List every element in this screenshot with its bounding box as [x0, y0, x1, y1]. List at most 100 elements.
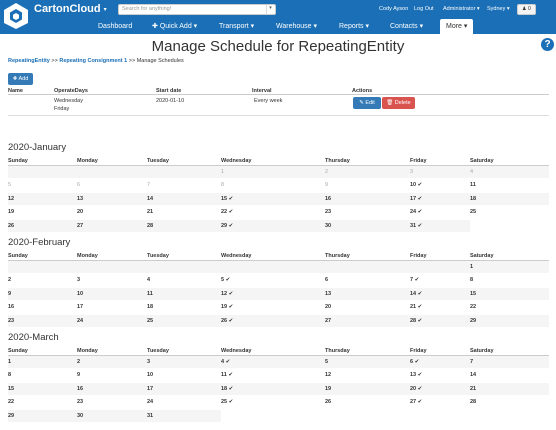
calendar-day: 18 [470, 195, 477, 202]
role-dropdown[interactable]: Administrator ▾ [443, 6, 480, 12]
calendar-header-divider [8, 165, 549, 166]
scheduled-check-icon: ✔ [224, 277, 231, 284]
search-input[interactable]: Search for anything! ▾ [118, 4, 276, 15]
calendar-day: 2 [77, 359, 81, 365]
weekday-header: Wednesday [221, 158, 252, 164]
scheduled-check-icon: ✔ [226, 372, 233, 379]
logout-link[interactable]: Log Out [414, 6, 434, 12]
calendar-day: 1 [8, 359, 12, 365]
calendar-day: 6 ✔ [410, 359, 420, 365]
nav-more[interactable]: More ▾ [440, 19, 474, 34]
calendar-day: 7 [147, 182, 151, 189]
calendar-day: 26 [8, 222, 15, 229]
calendar-day: 4 [147, 277, 151, 284]
help-icon[interactable]: ? [541, 38, 554, 51]
breadcrumb-entity[interactable]: RepeatingEntity [8, 58, 50, 64]
calendar-day: 1 [470, 264, 474, 270]
scheduled-check-icon: ✔ [416, 209, 423, 216]
calendar-day: 10 [77, 290, 84, 297]
calendar-day: 21 ✔ [410, 304, 423, 311]
user-name-link[interactable]: Cody Ayson [379, 6, 409, 12]
calendar-day: 10 [147, 372, 154, 379]
calendar-day: 23 [325, 209, 332, 216]
nav-transport[interactable]: Transport ▾ [219, 23, 255, 30]
calendar-day: 30 [325, 222, 332, 229]
weekday-header: Tuesday [147, 253, 169, 259]
weekday-header: Sunday [8, 348, 28, 354]
month-title: 2020-February [8, 237, 71, 248]
page-title: Manage Schedule for RepeatingEntity [151, 38, 405, 55]
table-row-divider [8, 115, 549, 116]
calendar-day: 27 [325, 317, 332, 324]
trash-icon: 🗑 [386, 100, 394, 106]
breadcrumb-consignment[interactable]: Repeating Consignment 1 [59, 58, 128, 64]
calendar-day: 26 [325, 399, 332, 406]
cartoncloud-logo-icon[interactable] [3, 2, 29, 30]
location-dropdown[interactable]: Sydney ▾ [487, 6, 510, 12]
calendar-day: 24 ✔ [410, 209, 423, 216]
calendar-week-stripe [8, 314, 549, 327]
month-title: 2020-January [8, 142, 67, 153]
calendar-day: 15 [470, 290, 477, 297]
breadcrumb: RepeatingEntity >> Repeating Consignment… [8, 58, 184, 64]
calendar-day: 24 [147, 399, 154, 406]
calendar-day: 25 [470, 209, 477, 216]
weekday-header: Tuesday [147, 348, 169, 354]
search-dropdown-icon[interactable]: ▾ [266, 5, 274, 14]
calendar-day: 3 [410, 169, 414, 175]
brand-name[interactable]: CartonCloud ▾ [34, 3, 107, 15]
calendar-day: 29 [8, 412, 15, 419]
calendar-day: 30 [77, 412, 84, 419]
calendar-week-stripe [8, 166, 549, 178]
nav-warehouse[interactable]: Warehouse ▾ [276, 23, 318, 30]
calendar-day: 4 [470, 169, 474, 175]
scheduled-check-icon: ✔ [416, 317, 423, 324]
add-button[interactable]: ✚ Add [8, 73, 33, 85]
calendar-day: 4 ✔ [221, 359, 231, 365]
delete-button[interactable]: 🗑 Delete [382, 97, 415, 109]
calendar-day: 29 ✔ [221, 222, 234, 229]
calendar-day: 18 ✔ [221, 385, 234, 392]
calendar-week-stripe [8, 409, 221, 422]
scheduled-check-icon: ✔ [227, 209, 234, 216]
calendar-day: 23 [8, 317, 15, 324]
weekday-header: Thursday [325, 158, 350, 164]
edit-button[interactable]: ✎ Edit [353, 97, 381, 109]
calendar-day: 5 [325, 359, 329, 365]
calendar-day: 20 [77, 209, 84, 216]
calendar-day: 7 [470, 359, 474, 365]
weekday-header: Saturday [470, 158, 494, 164]
weekday-header: Saturday [470, 253, 494, 259]
calendar-day: 3 [147, 359, 151, 365]
calendar-day: 24 [77, 317, 84, 324]
calendar-week-stripe [8, 287, 549, 300]
scheduled-check-icon: ✔ [416, 372, 423, 379]
calendar-day: 6 [77, 182, 81, 189]
nav-quick-add[interactable]: ✚ Quick Add ▾ [152, 23, 198, 30]
calendar-day: 22 [470, 304, 477, 311]
nav-reports[interactable]: Reports ▾ [339, 23, 369, 30]
calendar-day: 8 [8, 372, 12, 379]
nav-dashboard[interactable]: Dashboard [98, 23, 133, 30]
calendar-day: 12 ✔ [221, 290, 234, 297]
calendar-day: 5 [8, 182, 12, 189]
scheduled-check-icon: ✔ [227, 385, 234, 392]
calendar-day: 12 [8, 195, 15, 202]
calendar-day: 21 [470, 385, 477, 392]
calendar-day: 8 [221, 182, 225, 189]
calendar-day: 23 [77, 399, 84, 406]
calendar-day: 19 ✔ [221, 304, 234, 311]
calendar-day: 25 [147, 317, 154, 324]
col-name: Name [8, 88, 23, 94]
notification-button[interactable]: ♟ 0 [517, 4, 536, 15]
scheduled-check-icon: ✔ [227, 399, 234, 406]
calendar-day: 14 [147, 195, 154, 202]
scheduled-check-icon: ✔ [416, 222, 423, 229]
scheduled-check-icon: ✔ [227, 317, 234, 324]
calendar-day: 16 [8, 304, 15, 311]
operate-day: Friday [54, 106, 70, 112]
nav-contacts[interactable]: Contacts ▾ [390, 23, 424, 30]
calendar-day: 7 ✔ [410, 277, 420, 284]
weekday-header: Friday [410, 348, 427, 354]
calendar-day: 9 [325, 182, 329, 189]
